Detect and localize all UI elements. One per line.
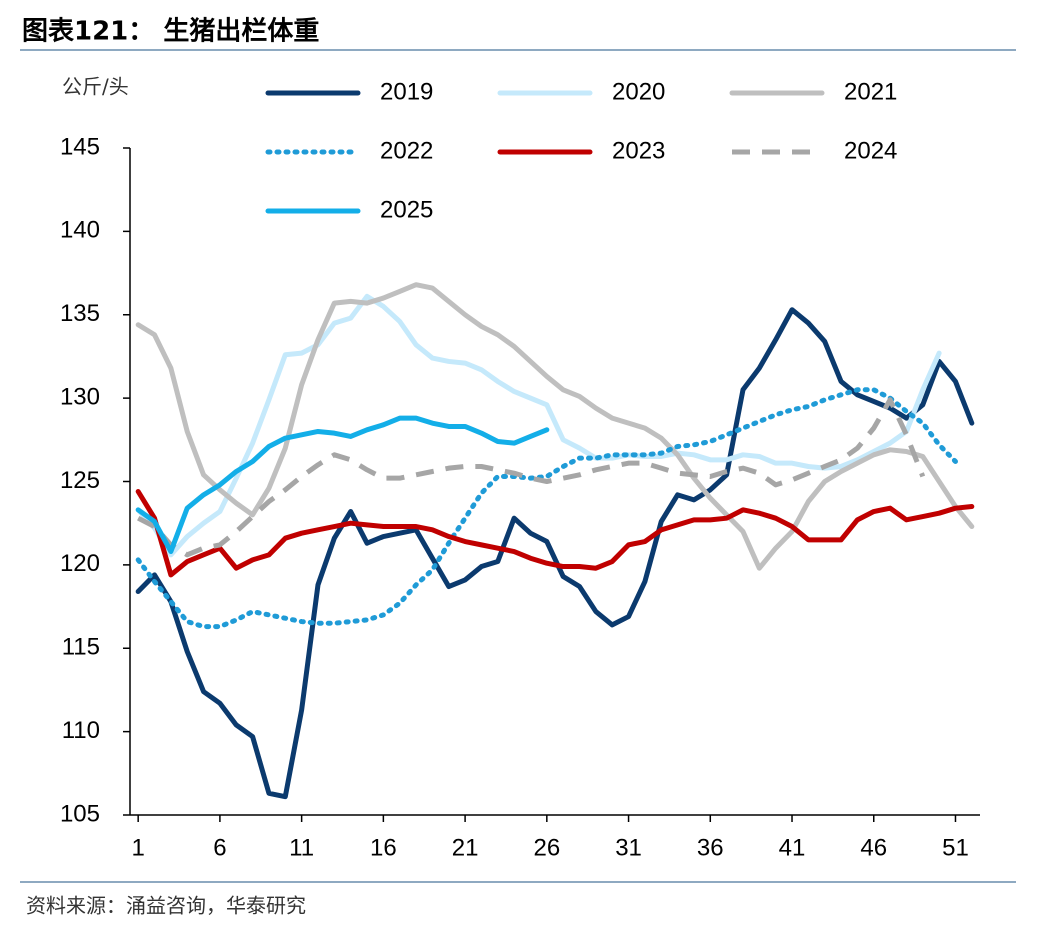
series-line: [135, 293, 942, 558]
series-line: [135, 489, 975, 578]
x-tick-label: 11: [289, 834, 314, 861]
series-line: [135, 415, 550, 555]
x-tick-label: 26: [533, 834, 560, 861]
series-line: [135, 282, 975, 571]
legend-label: 2024: [844, 137, 897, 164]
y-tick-label: 125: [60, 467, 100, 494]
series-line: [135, 307, 975, 800]
y-tick-label: 140: [60, 217, 100, 244]
chart-title: 图表121： 生猪出栏体重: [22, 17, 319, 47]
y-tick-label: 120: [60, 550, 100, 577]
series-line: [135, 387, 958, 630]
y-tick-label: 145: [60, 133, 100, 160]
x-tick-label: 21: [452, 834, 479, 861]
x-tick-label: 1: [131, 834, 144, 861]
legend-label: 2021: [844, 78, 897, 105]
y-tick-label: 130: [60, 383, 100, 410]
legend-label: 2025: [380, 196, 433, 223]
legend-label: 2023: [612, 137, 665, 164]
legend-label: 2022: [380, 137, 433, 164]
y-tick-label: 135: [60, 300, 100, 327]
y-axis-label: 公斤/头: [62, 75, 129, 99]
x-tick-label: 6: [213, 834, 226, 861]
y-tick-label: 115: [62, 634, 100, 661]
x-tick-label: 31: [615, 834, 642, 861]
series-line: [137, 397, 926, 558]
x-tick-label: 46: [860, 834, 887, 861]
x-tick-label: 41: [779, 834, 806, 861]
y-tick-label: 105: [60, 800, 100, 827]
x-tick-label: 16: [370, 834, 397, 861]
legend-label: 2020: [612, 78, 665, 105]
x-tick-label: 36: [697, 834, 724, 861]
source: 资料来源：涌益咨询，华泰研究: [26, 894, 306, 918]
x-tick-label: 51: [942, 834, 969, 861]
y-tick-label: 110: [62, 717, 100, 744]
legend-label: 2019: [380, 78, 433, 105]
